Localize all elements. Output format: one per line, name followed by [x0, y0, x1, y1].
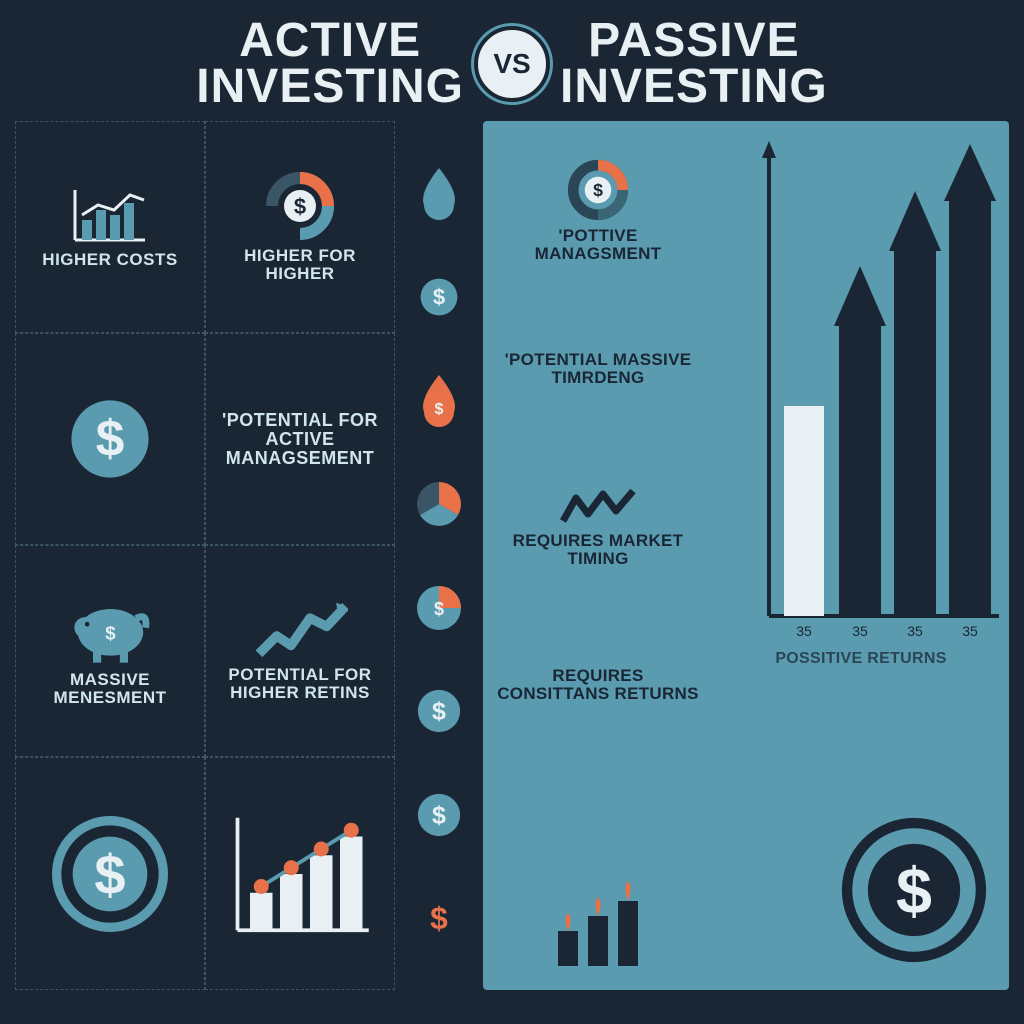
coin-teal-2-icon: $	[409, 785, 469, 845]
cell-higher-for-higher: $ HIGHER FOR HIGHER	[205, 121, 395, 333]
label: REQUIRES MARKET TIMING	[497, 532, 699, 568]
coin-teal-icon: $	[409, 681, 469, 741]
pie-3-icon	[409, 474, 469, 534]
zigzag-icon	[558, 486, 638, 526]
right-item-2: 'POTENTIAL MASSIVE TIMRDENG	[493, 294, 703, 444]
svg-text:$: $	[435, 401, 444, 418]
donut-dollar-icon: $	[567, 159, 629, 221]
right-item-4: REQUIRES CONSITTANS RETURNS	[493, 610, 703, 760]
big-coin-ring: $	[839, 815, 989, 970]
cell-trend: POTENTIAL FOR HIGHER RETINS	[205, 545, 395, 757]
label: HIGHER FOR HIGHER	[214, 247, 386, 283]
svg-text:$: $	[430, 901, 448, 937]
right-panel: $ 'POTTIVE MANAGSMENT 'POTENTIAL MASSIVE…	[483, 121, 1009, 990]
left-grid: HIGHER COSTS $ HIGHER FOR HIGHER $	[15, 121, 395, 990]
drop-teal-icon	[409, 163, 469, 223]
right-item-3: REQUIRES MARKET TIMING	[493, 452, 703, 602]
label: MASSIVE MENESMENT	[24, 671, 196, 707]
svg-text:$: $	[896, 855, 932, 927]
svg-text:$: $	[105, 623, 116, 644]
right-bottom	[493, 768, 703, 975]
svg-text:$: $	[434, 599, 444, 619]
arrow-bars-chart: 35 35 35 35	[754, 136, 1004, 666]
svg-text:35: 35	[907, 623, 923, 639]
body: HIGHER COSTS $ HIGHER FOR HIGHER $	[0, 121, 1024, 1005]
svg-text:$: $	[593, 181, 603, 201]
label: 'POTTIVE MANAGSMENT	[497, 227, 699, 263]
drop-orange-icon: $	[409, 370, 469, 430]
flame-bars-icon	[548, 861, 648, 971]
label: HIGHER COSTS	[42, 251, 177, 269]
label: POTENTIAL FOR HIGHER RETINS	[214, 666, 386, 702]
right-item-1: $ 'POTTIVE MANAGSMENT	[493, 136, 703, 286]
svg-text:$: $	[96, 409, 125, 467]
positive-returns-label: POSSITIVE RETURNS	[713, 651, 1009, 668]
cell-piggy: $ MASSIVE MENESMENT	[15, 545, 205, 757]
cell-coin: $	[15, 333, 205, 545]
right-text-col: $ 'POTTIVE MANAGSMENT 'POTENTIAL MASSIVE…	[483, 121, 713, 990]
coin-ring-icon: $	[50, 814, 170, 934]
vs-badge: VS	[474, 26, 550, 102]
donut-dollar-icon: $	[265, 171, 335, 241]
cell-coin-ring: $	[15, 757, 205, 990]
dollar-orange-icon: $	[409, 888, 469, 948]
piggy-bank-icon: $	[63, 595, 158, 665]
title-right: PASSIVE INVESTING	[560, 18, 828, 109]
coin-ring-dark-icon: $	[839, 815, 989, 965]
right-chart-col: 35 35 35 35 POSSITIVE RETURNS $	[713, 121, 1009, 990]
svg-text:35: 35	[852, 623, 868, 639]
header: ACTIVE INVESTING VS PASSIVE INVESTING	[0, 0, 1024, 121]
svg-text:$: $	[433, 284, 445, 309]
svg-text:$: $	[94, 843, 125, 906]
trend-up-icon	[253, 600, 348, 660]
svg-text:$: $	[432, 801, 446, 829]
coin-dollar-icon: $	[65, 394, 155, 484]
infographic-root: ACTIVE INVESTING VS PASSIVE INVESTING HI…	[0, 0, 1024, 1024]
cell-bar-dots	[205, 757, 395, 990]
svg-text:35: 35	[796, 623, 812, 639]
title-left: ACTIVE INVESTING	[196, 18, 464, 109]
svg-text:$: $	[432, 698, 446, 726]
svg-text:35: 35	[962, 623, 978, 639]
label: 'POTENTIAL MASSIVE TIMRDENG	[497, 351, 699, 387]
svg-text:$: $	[294, 194, 306, 219]
bar-dots-chart-icon	[225, 804, 375, 944]
dollar-badge-icon: $	[409, 267, 469, 327]
pie-half-icon: $	[409, 578, 469, 638]
label: 'POTENTIAL FOR ACTIVE MANAGSEMENT	[214, 411, 386, 468]
cell-active-mgmt: 'POTENTIAL FOR ACTIVE MANAGSEMENT	[205, 333, 395, 545]
label: REQUIRES CONSITTANS RETURNS	[497, 667, 699, 703]
cell-higher-costs: HIGHER COSTS	[15, 121, 205, 333]
bar-line-chart-icon	[70, 185, 150, 245]
center-icons: $ $ $ $	[395, 121, 483, 990]
